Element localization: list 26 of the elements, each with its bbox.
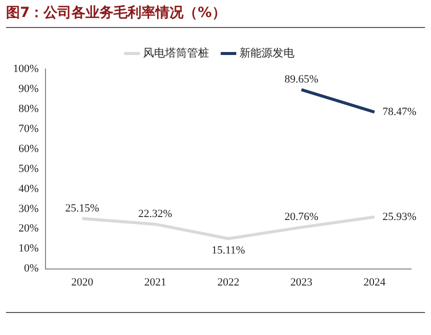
data-label: 22.32% bbox=[138, 208, 172, 220]
data-label: 15.11% bbox=[212, 244, 246, 256]
data-label: 25.93% bbox=[382, 210, 416, 223]
data-label: 89.65% bbox=[284, 74, 318, 86]
y-tick-label: 100% bbox=[12, 62, 39, 75]
y-tick-label: 40% bbox=[18, 182, 39, 195]
y-tick-label: 60% bbox=[18, 142, 39, 155]
x-tick-label: 2024 bbox=[363, 276, 386, 288]
x-tick-label: 2021 bbox=[144, 276, 166, 288]
data-label: 25.15% bbox=[65, 202, 100, 214]
y-tick-label: 50% bbox=[18, 162, 39, 175]
data-label: 20.76% bbox=[284, 211, 318, 224]
legend-label: 风电塔筒管桩 bbox=[143, 46, 209, 60]
legend-label: 新能源发电 bbox=[240, 46, 294, 60]
y-tick-label: 90% bbox=[18, 82, 39, 95]
y-tick-label: 0% bbox=[24, 262, 39, 275]
chart-title: 图7：公司各业务毛利率情况（%） bbox=[6, 4, 425, 28]
y-tick-label: 10% bbox=[18, 242, 39, 255]
y-tick-label: 70% bbox=[18, 122, 39, 135]
x-tick-label: 2023 bbox=[290, 276, 313, 288]
x-tick-label: 2022 bbox=[217, 276, 240, 288]
data-label: 78.47% bbox=[382, 106, 416, 118]
y-tick-label: 20% bbox=[18, 222, 39, 235]
y-tick-label: 80% bbox=[18, 102, 39, 115]
x-tick-label: 2020 bbox=[71, 276, 94, 288]
y-tick-label: 30% bbox=[18, 202, 39, 215]
